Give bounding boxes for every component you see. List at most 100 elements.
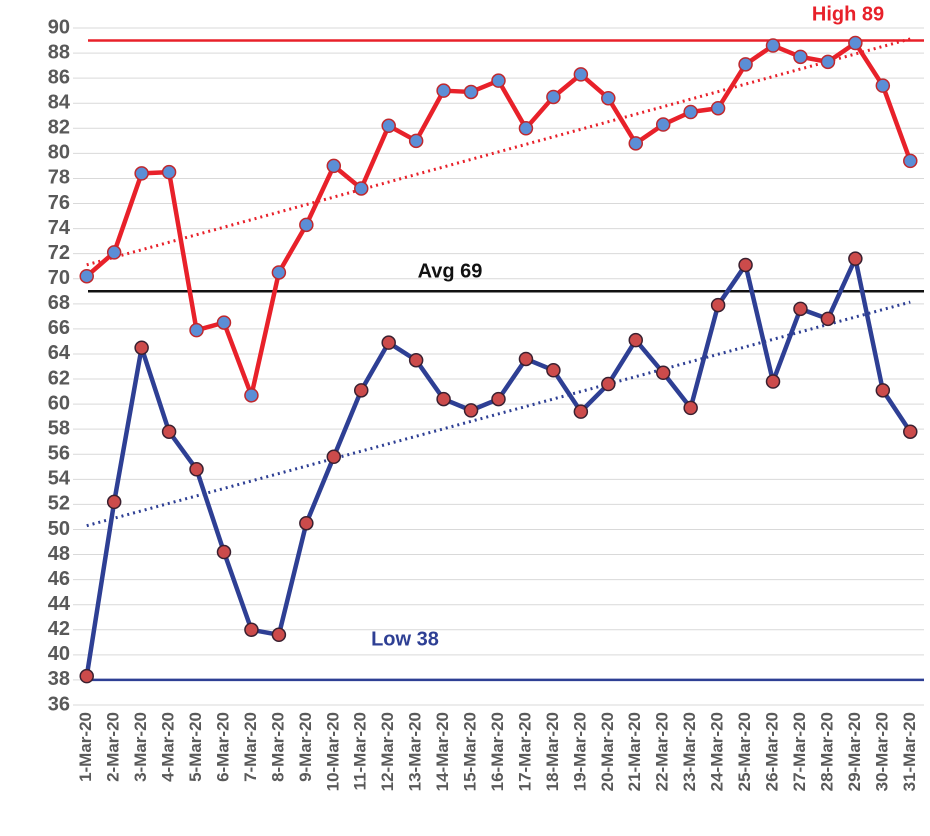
- data-point: [161, 424, 177, 439]
- data-point: [491, 73, 506, 88]
- data-point: [381, 118, 396, 134]
- y-tick-label: 82: [48, 117, 70, 139]
- data-point: [463, 84, 479, 100]
- x-tick-label: 26-Mar-20: [763, 712, 782, 791]
- x-tick-label: 22-Mar-20: [653, 712, 672, 791]
- x-tick-label: 30-Mar-20: [872, 712, 891, 791]
- x-tick-label: 9-Mar-20: [296, 712, 315, 782]
- reference-label: Avg 69: [418, 260, 483, 282]
- data-point: [875, 383, 891, 398]
- data-point: [326, 158, 342, 174]
- x-tick-label: 12-Mar-20: [378, 712, 397, 791]
- x-tick-label: 23-Mar-20: [680, 712, 699, 791]
- x-tick-label: 2-Mar-20: [104, 712, 123, 782]
- reference-label: High 89: [812, 3, 884, 25]
- y-tick-label: 50: [48, 518, 70, 540]
- data-point: [408, 352, 424, 368]
- y-tick-label: 62: [48, 367, 70, 389]
- y-tick-label: 38: [48, 668, 70, 690]
- data-point: [216, 315, 232, 330]
- data-point: [710, 100, 726, 116]
- reference-label: Low 38: [371, 628, 439, 650]
- data-point: [793, 301, 808, 317]
- y-tick-label: 58: [48, 417, 70, 439]
- y-tick-label: 66: [48, 317, 70, 339]
- y-tick-label: 60: [48, 392, 70, 414]
- data-point: [848, 251, 863, 266]
- data-point: [518, 121, 534, 136]
- data-point: [491, 391, 506, 407]
- data-point: [628, 136, 644, 151]
- y-tick-label: 68: [48, 292, 70, 314]
- data-point: [244, 388, 259, 403]
- x-tick-label: 17-Mar-20: [515, 712, 534, 791]
- data-point: [655, 365, 671, 381]
- data-point: [793, 49, 808, 65]
- data-point: [518, 351, 534, 367]
- y-tick-label: 72: [48, 242, 70, 264]
- data-point: [353, 383, 369, 398]
- data-point: [353, 181, 369, 196]
- x-tick-label: 31-Mar-20: [900, 712, 919, 791]
- data-point: [903, 424, 918, 439]
- y-tick-label: 90: [48, 16, 70, 38]
- y-tick-label: 56: [48, 443, 70, 465]
- x-tick-label: 29-Mar-20: [845, 712, 864, 791]
- data-point: [683, 104, 698, 120]
- y-tick-label: 40: [48, 643, 70, 665]
- x-tick-label: 7-Mar-20: [241, 712, 260, 782]
- y-tick-label: 64: [48, 342, 71, 364]
- data-point: [848, 35, 863, 51]
- y-tick-label: 78: [48, 167, 70, 189]
- data-point: [463, 403, 479, 418]
- data-point: [738, 57, 753, 72]
- data-point: [601, 376, 616, 392]
- data-point: [765, 374, 781, 389]
- x-tick-label: 15-Mar-20: [461, 712, 480, 791]
- data-point: [683, 400, 698, 416]
- y-tick-label: 44: [48, 593, 71, 615]
- x-tick-label: 5-Mar-20: [186, 712, 205, 782]
- data-point: [765, 38, 781, 53]
- x-tick-label: 3-Mar-20: [131, 712, 150, 782]
- data-point: [79, 668, 94, 684]
- data-point: [875, 78, 891, 93]
- y-tick-label: 88: [48, 41, 70, 63]
- data-point: [189, 462, 204, 477]
- trendline: [86, 37, 911, 267]
- data-point: [134, 166, 149, 181]
- data-point: [820, 311, 836, 327]
- x-tick-label: 4-Mar-20: [159, 712, 178, 782]
- x-tick-label: 6-Mar-20: [213, 712, 232, 782]
- x-tick-label: 8-Mar-20: [268, 712, 287, 782]
- y-tick-label: 86: [48, 66, 70, 88]
- x-tick-label: 24-Mar-20: [708, 712, 727, 791]
- data-point: [271, 265, 287, 280]
- data-point: [326, 449, 342, 465]
- data-point: [299, 217, 314, 233]
- x-tick-label: 1-Mar-20: [76, 712, 95, 782]
- trendline: [86, 300, 911, 528]
- data-point: [436, 83, 451, 98]
- data-point: [628, 332, 644, 348]
- x-tick-label: 25-Mar-20: [735, 712, 754, 791]
- data-point: [216, 544, 232, 560]
- data-point: [161, 164, 177, 180]
- data-point: [79, 268, 94, 284]
- y-tick-label: 42: [48, 618, 70, 640]
- data-point: [820, 54, 836, 70]
- x-tick-label: 13-Mar-20: [406, 712, 425, 791]
- x-tick-label: 27-Mar-20: [790, 712, 809, 791]
- y-tick-label: 80: [48, 142, 70, 164]
- data-point: [271, 627, 287, 643]
- y-tick-label: 46: [48, 568, 70, 590]
- y-tick-label: 52: [48, 493, 70, 515]
- data-point: [244, 622, 259, 638]
- x-tick-label: 10-Mar-20: [323, 712, 342, 791]
- x-tick-label: 19-Mar-20: [570, 712, 589, 791]
- y-tick-label: 84: [48, 92, 71, 114]
- data-point: [408, 133, 424, 149]
- y-tick-label: 76: [48, 192, 70, 214]
